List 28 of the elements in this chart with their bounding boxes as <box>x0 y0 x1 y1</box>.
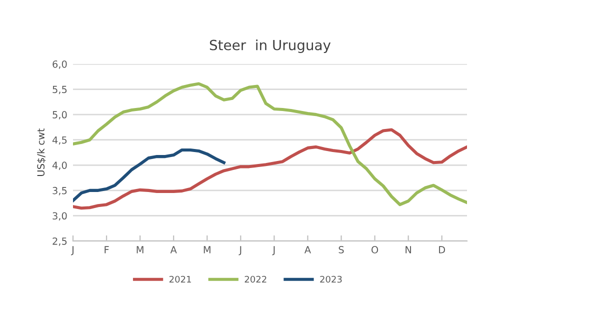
x-tick-label: J <box>272 246 275 256</box>
y-tick-label: 2,5 <box>52 237 67 246</box>
legend-label: 2023 <box>320 276 342 283</box>
y-tick-label: 6,0 <box>52 60 67 69</box>
x-tick-label: M <box>204 246 210 254</box>
line-series <box>73 82 467 206</box>
y-tick-label: 4,5 <box>52 136 67 145</box>
legend-label: 2021 <box>169 276 191 283</box>
x-tick-label: S <box>338 246 344 254</box>
y-axis-title: US$/k cwt <box>37 128 46 176</box>
y-tick-label: 5,5 <box>52 86 67 94</box>
x-tick-label: N <box>406 246 411 254</box>
line-series <box>73 148 226 202</box>
y-tick-label: 4,0 <box>52 162 67 170</box>
x-tick-label: A <box>304 246 311 254</box>
legend-label: 2022 <box>244 276 266 283</box>
line-series <box>73 128 467 210</box>
y-tick-label: 5,0 <box>52 111 67 120</box>
y-tick-label: 3,5 <box>52 186 67 196</box>
x-tick-label: M <box>136 246 144 254</box>
chart-title: Steer in Uruguay <box>210 40 331 53</box>
x-tick-label: J <box>238 246 242 256</box>
x-tick-label: D <box>439 246 446 254</box>
x-tick-label: O <box>372 246 378 254</box>
y-tick-label: 3,0 <box>52 212 67 221</box>
x-tick-label: A <box>170 246 177 254</box>
x-tick-label: J <box>71 246 74 256</box>
x-tick-label: F <box>104 246 109 254</box>
